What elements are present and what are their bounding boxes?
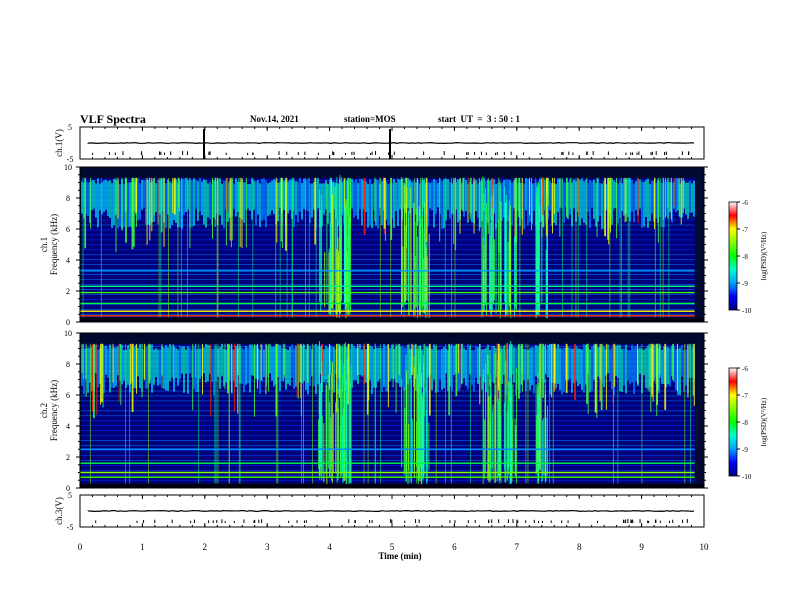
colorbar-gradient <box>728 367 738 477</box>
colorbar-label: log(PSD)(V²/Hz) <box>760 231 768 280</box>
xtick-label: 2 <box>203 542 208 552</box>
xtick-label: 1 <box>140 542 145 552</box>
panel-ch1-waveform: 5 -5ch.1(V) <box>54 123 705 164</box>
ytick-ch2-spectrogram: 6 <box>66 391 70 400</box>
ytick-ch2-spectrogram: 2 <box>66 453 70 462</box>
xtick-label: 8 <box>577 542 582 552</box>
ytick-ch2-spectrogram: 4 <box>66 422 70 431</box>
x-axis: 0 1 2 3 4 5 6 7 8 9 10 Time (min) <box>78 127 709 561</box>
ytick-ch2-spectrogram: 8 <box>66 360 70 369</box>
colorbar-tick: -6 <box>742 199 748 207</box>
ytick-ch2-spectrogram: 0 <box>66 484 70 493</box>
ytick-ch1-spectrogram: 10 <box>64 163 72 172</box>
xtick-label: 3 <box>265 542 270 552</box>
panel-ch1-spectrogram: 0 2 4 6 8 10 ch.1 Frequency (kHz) <box>39 163 708 327</box>
ytick-ch1-waveform: -5 <box>67 155 74 164</box>
xtick-label: 5 <box>390 542 395 552</box>
ytick-ch1-spectrogram: 8 <box>66 194 70 203</box>
colorbar-tick: -8 <box>742 253 748 261</box>
colorbar-tick: -8 <box>742 419 748 427</box>
colorbar-ch2-spectrogram: -6 -7 -8 -9 -10 log(PSD)(V²/Hz) <box>728 365 768 481</box>
ylabel-channel-ch2-spectrogram: ch.2 <box>39 403 49 418</box>
ylabel-ch2-spectrogram: Frequency (kHz) <box>49 380 59 441</box>
ytick-ch1-spectrogram: 0 <box>66 318 70 327</box>
ylabel-channel-ch1-spectrogram: ch.1 <box>39 237 49 252</box>
ylabel-ch3-waveform: ch.3(V) <box>54 497 64 525</box>
ylabel-ch1-waveform: ch.1(V) <box>54 129 64 157</box>
ytick-ch1-spectrogram: 6 <box>66 225 70 234</box>
panel-ch3-waveform: 5 -5ch.3(V) <box>54 491 705 532</box>
ytick-ch3-waveform: 5 <box>68 491 72 500</box>
ytick-ch2-spectrogram: 10 <box>64 329 72 338</box>
xtick-label: 9 <box>639 542 644 552</box>
colorbar-tick: -7 <box>742 226 748 234</box>
xtick-label: 4 <box>327 542 332 552</box>
ytick-ch3-waveform: -5 <box>67 523 74 532</box>
panel-ch2-spectrogram: 0 2 4 6 8 10 ch.2 Frequency (kHz) <box>39 329 708 493</box>
xtick-label: 0 <box>78 542 83 552</box>
colorbar-gradient <box>728 201 738 311</box>
colorbar-tick: -10 <box>742 473 752 481</box>
xtick-label: 6 <box>452 542 457 552</box>
chart-title: VLF Spectra <box>80 112 146 126</box>
ytick-ch1-spectrogram: 2 <box>66 287 70 296</box>
station-label: station=MOS <box>344 114 396 124</box>
colorbar-ch1-spectrogram: -6 -7 -8 -9 -10 log(PSD)(V²/Hz) <box>728 199 768 315</box>
ytick-ch1-spectrogram: 4 <box>66 256 70 265</box>
xtick-label: 7 <box>515 542 520 552</box>
start-time-label: start UT = 3 : 50 : 1 <box>438 114 520 124</box>
trace-ch3-waveform <box>87 509 695 512</box>
colorbar-tick: -7 <box>742 392 748 400</box>
ylabel-ch1-spectrogram: Frequency (kHz) <box>49 214 59 275</box>
date-label: Nov.14, 2021 <box>250 114 299 124</box>
colorbar-tick: -10 <box>742 307 752 315</box>
x-axis-label: Time (min) <box>378 551 421 561</box>
xtick-label: 10 <box>700 542 710 552</box>
colorbar-label: log(PSD)(V²/Hz) <box>760 397 768 446</box>
colorbar-tick: -6 <box>742 365 748 373</box>
ytick-ch1-waveform: 5 <box>68 123 72 132</box>
colorbar-tick: -9 <box>742 446 748 454</box>
colorbar-tick: -9 <box>742 280 748 288</box>
